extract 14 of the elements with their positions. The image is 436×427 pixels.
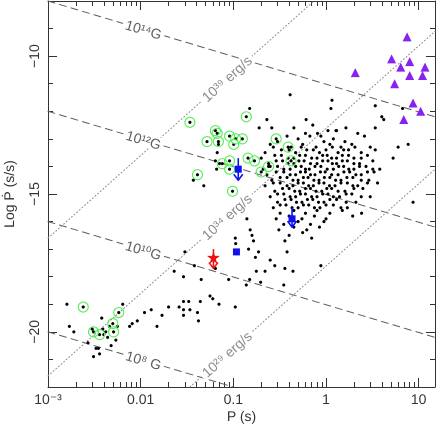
y-tick-label: −15 [26, 182, 42, 206]
text: 10¹⁰G [124, 237, 164, 264]
x-tick-label: 10 [410, 391, 427, 407]
text: 10⁸ G [124, 347, 164, 374]
y-tick-label: −20 [26, 320, 42, 344]
y-axis-title: Log Ṗ (s/s) [1, 160, 17, 228]
x-tick-label: 1 [322, 391, 330, 407]
y-tick-label: −10 [26, 44, 42, 68]
x-tick-label: 10⁻³ [34, 391, 62, 407]
x-axis-title: P (s) [226, 408, 256, 424]
text: 10¹⁴G [124, 16, 164, 43]
x-tick-label: 0.01 [127, 391, 155, 407]
text: 10¹²G [124, 127, 164, 153]
x-tick-label: 0.1 [224, 391, 244, 407]
